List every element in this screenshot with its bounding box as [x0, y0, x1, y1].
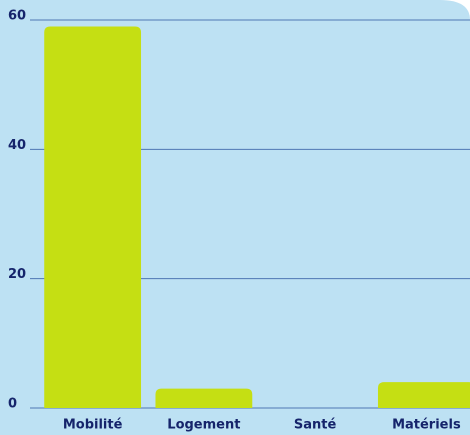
x-tick-label: Logement: [167, 418, 240, 433]
bar: [155, 388, 253, 408]
y-tick-label: 60: [8, 9, 26, 24]
x-tick-label: Santé: [294, 418, 337, 433]
bar: [377, 382, 470, 408]
x-tick-label: Mobilité: [63, 418, 123, 433]
y-tick-label: 20: [8, 267, 26, 282]
x-tick-label: Matériels: [392, 418, 461, 433]
y-tick-label: 0: [8, 397, 17, 412]
y-tick-label: 40: [8, 138, 26, 153]
bar: [44, 26, 142, 408]
